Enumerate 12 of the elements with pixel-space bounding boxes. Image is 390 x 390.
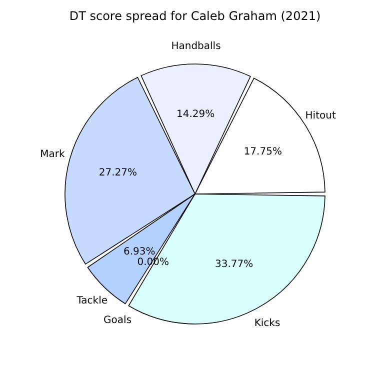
slice-label: Kicks — [254, 318, 280, 330]
data-label: 14.29% — [176, 109, 215, 120]
slice-label: Tackle — [76, 295, 108, 306]
category-label: Goals — [104, 315, 132, 326]
data-label: 33.77% — [214, 258, 254, 270]
data-label: 27.27% — [98, 168, 138, 179]
slice-label: Hitout — [305, 110, 336, 122]
data-label: 6.93% — [124, 246, 156, 258]
data-label: 17.75% — [244, 146, 282, 158]
chart-title: DT score spread for Caleb Graham (2021) — [69, 9, 321, 23]
slice-label: Handballs — [171, 41, 221, 52]
slice-label: Mark — [40, 149, 65, 160]
